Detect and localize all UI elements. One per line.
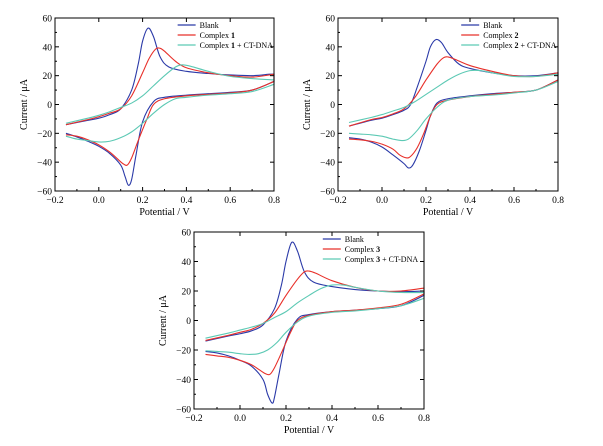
series-line-3 (205, 284, 425, 355)
x-tick-label: 0.6 (508, 196, 520, 206)
legend-entry: Complex 3 (345, 245, 380, 254)
y-tick-label: 40 (326, 43, 336, 53)
y-tick-label: −60 (37, 188, 52, 198)
x-tick-label: −0.2 (185, 414, 202, 424)
y-tick-label: 20 (43, 72, 53, 82)
x-tick-label: 0.8 (268, 196, 280, 206)
x-axis-title: Potential / V (423, 207, 474, 218)
x-tick-label: 0.0 (93, 196, 105, 206)
x-tick-label: 0.8 (418, 414, 430, 424)
x-tick-label: 0.2 (420, 196, 432, 206)
y-tick-label: 0 (47, 101, 52, 111)
cv-chart-3: −0.2 0.0 0.2 0.4 0.6 0.8 60 40 20 0 −20 −40 −60 Poten… (158, 229, 430, 437)
y-tick-label: −40 (320, 159, 335, 169)
legend-entry: Blank (345, 235, 364, 244)
y-tick-label: 0 (186, 317, 191, 327)
y-tick-label: −60 (320, 188, 335, 198)
legend-entry: Complex 1 (200, 31, 235, 40)
y-tick-label: 40 (43, 43, 53, 53)
legend-entry: Complex 2 (483, 31, 518, 40)
legend-entry: Complex 2 + CT-DNA (483, 41, 557, 50)
series-line-3 (348, 69, 559, 142)
cv-chart-2: −0.2 0.0 0.2 0.4 0.6 0.8 60 40 20 0 −20 −40 −60 Poten… (302, 15, 564, 219)
cv-chart-1: −0.2 0.0 0.2 0.4 0.6 0.8 60 40 20 0 −20 −40 −60 Poten… (19, 15, 280, 219)
y-tick-label: −20 (37, 130, 52, 140)
series-line-2 (348, 56, 559, 159)
y-tick-label: 0 (330, 101, 335, 111)
y-tick-label: −20 (176, 347, 191, 357)
legend-entry: Blank (200, 21, 219, 30)
y-tick-label: −40 (176, 376, 191, 386)
x-tick-label: 0.8 (552, 196, 564, 206)
y-tick-label: −40 (37, 159, 52, 169)
y-tick-label: 60 (43, 15, 53, 25)
series-line-1 (65, 27, 275, 186)
legend-entry: Complex 1 + CT-DNA (200, 41, 274, 50)
y-axis-title: Current / μA (158, 294, 169, 346)
x-tick-label: 0.2 (137, 196, 149, 206)
x-tick-label: −0.2 (46, 196, 63, 206)
y-tick-label: 20 (326, 72, 336, 82)
x-tick-label: 0.6 (372, 414, 384, 424)
y-tick-label: −20 (320, 130, 335, 140)
series-line-1 (205, 241, 425, 404)
x-tick-label: 0.4 (464, 196, 476, 206)
x-tick-label: 0.4 (326, 414, 338, 424)
legend-entry: Complex 3 + CT-DNA (345, 255, 419, 264)
x-axis-title: Potential / V (284, 425, 335, 436)
y-axis-title: Current / μA (302, 78, 313, 130)
y-tick-label: 60 (182, 229, 192, 239)
x-tick-label: 0.2 (280, 414, 292, 424)
x-tick-label: 0.0 (376, 196, 388, 206)
y-tick-label: 60 (326, 15, 336, 25)
y-axis-title: Current / μA (19, 78, 30, 130)
y-tick-label: 20 (182, 288, 192, 298)
x-tick-label: 0.6 (224, 196, 236, 206)
x-tick-label: −0.2 (329, 196, 346, 206)
x-tick-label: 0.4 (180, 196, 192, 206)
series-line-2 (65, 47, 275, 166)
x-axis-title: Potential / V (139, 207, 190, 218)
legend-entry: Blank (483, 21, 502, 30)
y-tick-label: 40 (182, 258, 192, 268)
series-line-2 (205, 270, 425, 376)
y-tick-label: −60 (176, 406, 191, 416)
x-tick-label: 0.0 (234, 414, 246, 424)
